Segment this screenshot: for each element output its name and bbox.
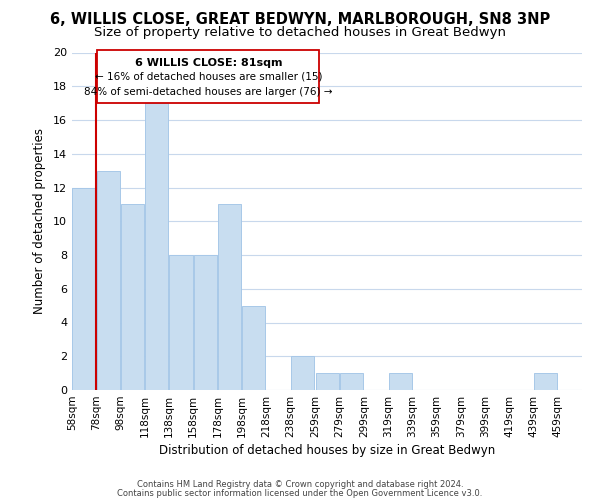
Bar xyxy=(97,170,120,390)
Bar xyxy=(194,255,217,390)
Y-axis label: Number of detached properties: Number of detached properties xyxy=(33,128,46,314)
Text: 6 WILLIS CLOSE: 81sqm: 6 WILLIS CLOSE: 81sqm xyxy=(134,58,282,68)
Bar xyxy=(169,255,193,390)
Text: 6, WILLIS CLOSE, GREAT BEDWYN, MARLBOROUGH, SN8 3NP: 6, WILLIS CLOSE, GREAT BEDWYN, MARLBOROU… xyxy=(50,12,550,28)
Bar xyxy=(242,306,265,390)
Text: Contains HM Land Registry data © Crown copyright and database right 2024.: Contains HM Land Registry data © Crown c… xyxy=(137,480,463,489)
Bar xyxy=(145,103,169,390)
Bar xyxy=(218,204,241,390)
X-axis label: Distribution of detached houses by size in Great Bedwyn: Distribution of detached houses by size … xyxy=(159,444,495,457)
Text: 84% of semi-detached houses are larger (76) →: 84% of semi-detached houses are larger (… xyxy=(84,87,332,97)
Text: ← 16% of detached houses are smaller (15): ← 16% of detached houses are smaller (15… xyxy=(95,72,322,82)
Text: Contains public sector information licensed under the Open Government Licence v3: Contains public sector information licen… xyxy=(118,488,482,498)
Bar xyxy=(290,356,314,390)
Bar xyxy=(316,373,339,390)
Text: Size of property relative to detached houses in Great Bedwyn: Size of property relative to detached ho… xyxy=(94,26,506,39)
Bar xyxy=(73,188,96,390)
Bar xyxy=(534,373,557,390)
Bar xyxy=(121,204,144,390)
FancyBboxPatch shape xyxy=(97,50,319,103)
Bar xyxy=(340,373,364,390)
Bar xyxy=(389,373,412,390)
